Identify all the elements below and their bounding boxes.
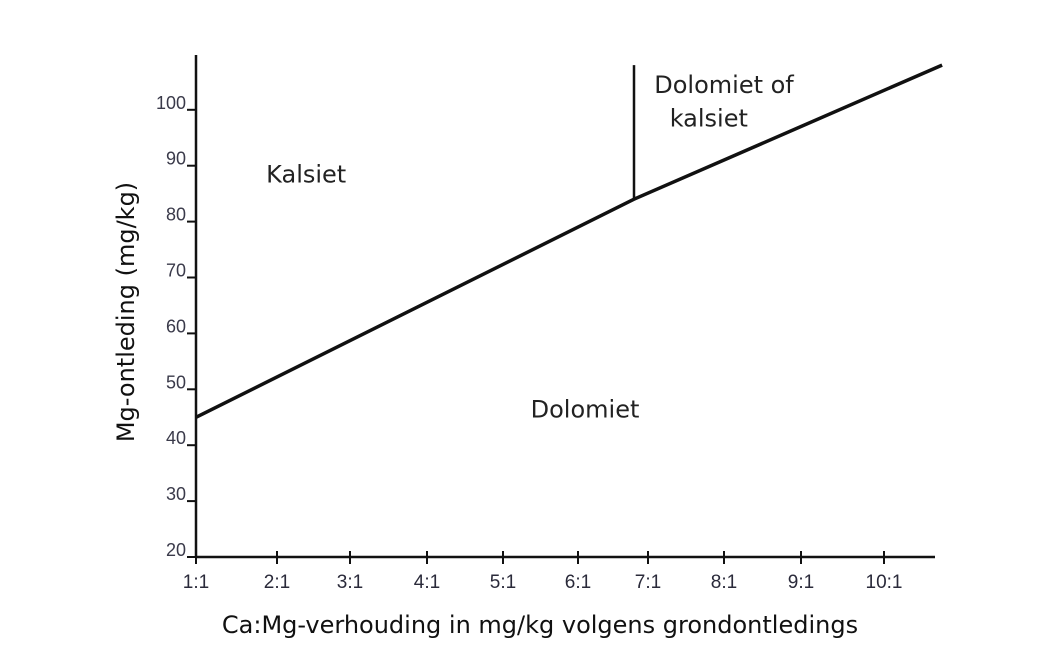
- x-tick-label-4: 4:1: [414, 572, 440, 593]
- x-tick-label-6: 6:1: [565, 572, 591, 593]
- y-tick-label-40: 40: [166, 428, 186, 448]
- labels-layer: Kalsiet Dolomiet Dolomiet of kalsiet: [266, 71, 794, 423]
- boundary-line-1: [195, 63, 943, 419]
- y-tick-label-80: 80: [166, 205, 186, 225]
- y-axis-title: Mg-ontleding (mg/kg): [112, 182, 140, 442]
- y-tick-label-20: 20: [166, 540, 186, 560]
- ticks-layer: 20 30 40 50 60 70 80 90 100 1:1 2:1 3:1 4:1 5:1 6:1 7:1…: [156, 93, 903, 593]
- y-tick-label-70: 70: [166, 261, 186, 281]
- y-tick-label-100: 100: [156, 93, 186, 113]
- y-tick-label-90: 90: [166, 149, 186, 169]
- region-label-1: Kalsiet: [266, 160, 346, 188]
- y-tick-label-50: 50: [166, 372, 186, 392]
- x-axis-title: Ca:Mg-verhouding in mg/kg volgens grondo…: [222, 611, 858, 639]
- x-tick-label-7: 7:1: [635, 572, 661, 593]
- region-label-4: kalsiet: [670, 105, 748, 133]
- x-tick-label-10: 10:1: [866, 572, 903, 593]
- y-tick-label-60: 60: [166, 316, 186, 336]
- x-tick-label-3: 3:1: [337, 572, 363, 593]
- x-tick-label-8: 8:1: [711, 572, 737, 593]
- x-tick-label-1: 1:1: [183, 572, 209, 593]
- x-tick-label-9: 9:1: [788, 572, 814, 593]
- x-tick-label-2: 2:1: [264, 572, 290, 593]
- region-label-3: Dolomiet of: [654, 71, 794, 99]
- y-tick-label-30: 30: [166, 484, 186, 504]
- region-label-2: Dolomiet: [531, 395, 640, 423]
- marks-layer: [195, 63, 943, 419]
- x-tick-label-5: 5:1: [490, 572, 516, 593]
